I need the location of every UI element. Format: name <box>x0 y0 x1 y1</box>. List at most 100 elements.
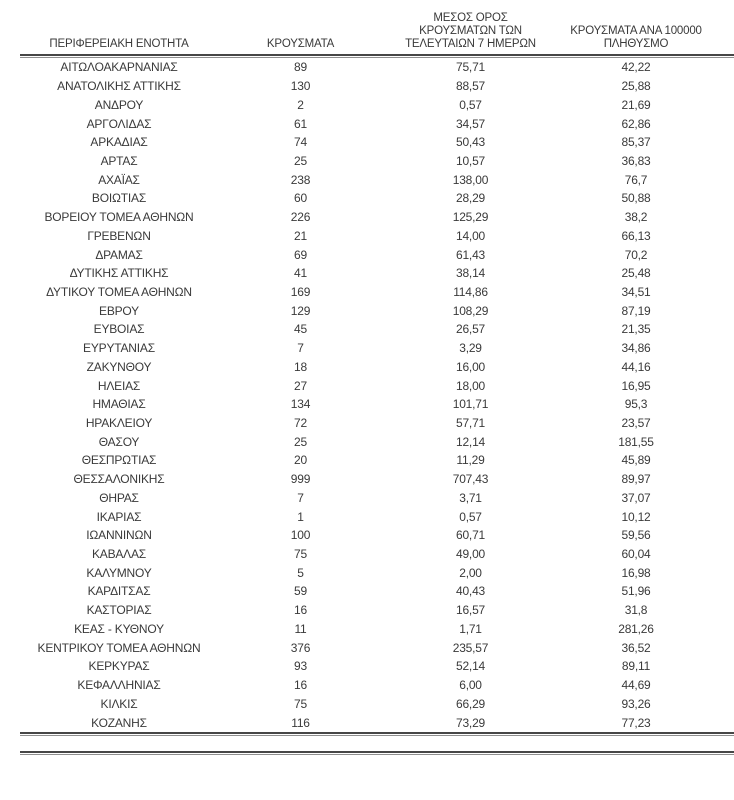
cell-per100k: 60,04 <box>621 547 651 562</box>
cell-region: ΘΗΡΑΣ <box>99 490 139 505</box>
table-row: ΘΕΣΣΑΛΟΝΙΚΗΣ 999 707,43 89,97 <box>20 470 714 489</box>
cell-avg7day: 3,71 <box>459 490 482 505</box>
table-row: ΚΑΛΥΜΝΟΥ 5 2,00 16,98 <box>20 563 714 582</box>
cell-cases: 72 <box>294 416 307 431</box>
header-divider-line <box>20 54 734 58</box>
cell-per100k: 77,23 <box>621 715 651 730</box>
cell-cases: 7 <box>297 341 304 356</box>
cell-region: ΚΑΒΑΛΑΣ <box>91 547 147 562</box>
cell-cases: 69 <box>294 247 307 262</box>
cell-cases: 5 <box>297 565 304 580</box>
table-row: ΑΡΤΑΣ 25 10,57 36,83 <box>20 152 714 171</box>
table-row: ΚΕΝΤΡΙΚΟΥ ΤΟΜΕΑ ΑΘΗΝΩΝ 376 235,57 36,52 <box>20 638 714 657</box>
cell-per100k: 23,57 <box>621 416 651 431</box>
table-row: ΔΡΑΜΑΣ 69 61,43 70,2 <box>20 245 714 264</box>
cell-per100k: 37,07 <box>621 490 651 505</box>
cell-per100k: 42,22 <box>621 60 651 75</box>
cell-cases: 61 <box>294 116 307 131</box>
cell-cases: 27 <box>294 378 307 393</box>
table-row: ΕΒΡΟΥ 129 108,29 87,19 <box>20 301 714 320</box>
cell-avg7day: 73,29 <box>455 715 486 730</box>
cell-cases: 18 <box>294 359 307 374</box>
cell-avg7day: 52,14 <box>455 659 486 674</box>
cell-cases: 21 <box>294 228 307 243</box>
table-row: ΘΑΣΟΥ 25 12,14 181,55 <box>20 432 714 451</box>
table-row: ΚΑΒΑΛΑΣ 75 49,00 60,04 <box>20 545 714 564</box>
cell-per100k: 66,13 <box>621 228 651 243</box>
cell-avg7day: 16,00 <box>455 359 486 374</box>
cell-cases: 376 <box>290 640 311 655</box>
table-row: ΗΜΑΘΙΑΣ 134 101,71 95,3 <box>20 395 714 414</box>
cell-per100k: 93,26 <box>621 696 651 711</box>
cell-avg7day: 34,57 <box>455 116 486 131</box>
cell-per100k: 21,69 <box>621 97 651 112</box>
cell-region: ΚΙΛΚΙΣ <box>100 696 138 711</box>
table-row: ΚΙΛΚΙΣ 75 66,29 93,26 <box>20 694 714 713</box>
cell-cases: 2 <box>297 97 304 112</box>
cell-region: ΑΡΚΑΔΙΑΣ <box>90 135 148 150</box>
cell-per100k: 25,48 <box>621 266 651 281</box>
cell-per100k: 16,95 <box>621 378 651 393</box>
table-row: ΑΧΑΪΑΣ 238 138,00 76,7 <box>20 170 714 189</box>
cell-avg7day: 101,71 <box>452 397 489 412</box>
cell-avg7day: 108,29 <box>452 303 489 318</box>
cell-region: ΚΟΖΑΝΗΣ <box>91 715 147 730</box>
table-row: ΕΥΒΟΙΑΣ 45 26,57 21,35 <box>20 320 714 339</box>
cell-avg7day: 125,29 <box>452 210 489 225</box>
cell-region: ΚΑΡΔΙΤΣΑΣ <box>87 584 151 599</box>
cell-cases: 169 <box>290 284 311 299</box>
cell-region: ΑΡΓΟΛΙΔΑΣ <box>86 116 152 131</box>
cell-region: ΔΥΤΙΚΟΥ ΤΟΜΕΑ ΑΘΗΝΩΝ <box>46 284 192 299</box>
cell-cases: 60 <box>294 191 307 206</box>
cell-per100k: 85,37 <box>621 135 651 150</box>
cell-cases: 25 <box>294 153 307 168</box>
cell-cases: 1 <box>297 509 304 524</box>
cell-region: ΚΕΑΣ - ΚΥΘΝΟΥ <box>74 621 164 636</box>
cell-per100k: 36,52 <box>621 640 651 655</box>
cell-region: ΚΑΣΤΟΡΙΑΣ <box>86 603 152 618</box>
cell-per100k: 38,2 <box>624 210 648 225</box>
table-row: ΑΝΑΤΟΛΙΚΗΣ ΑΤΤΙΚΗΣ 130 88,57 25,88 <box>20 77 714 96</box>
table-row: ΗΡΑΚΛΕΙΟΥ 72 57,71 23,57 <box>20 414 714 433</box>
cell-per100k: 34,51 <box>621 284 651 299</box>
cell-avg7day: 26,57 <box>455 322 486 337</box>
cell-region: ΑΙΤΩΛΟΑΚΑΡΝΑΝΙΑΣ <box>60 60 178 75</box>
cell-region: ΚΑΛΥΜΝΟΥ <box>86 565 152 580</box>
cell-region: ΘΑΣΟΥ <box>98 434 140 449</box>
cell-cases: 7 <box>297 490 304 505</box>
cell-cases: 93 <box>294 659 307 674</box>
cell-per100k: 181,55 <box>618 434 654 449</box>
cell-avg7day: 0,57 <box>459 509 482 524</box>
cell-avg7day: 28,29 <box>455 191 486 206</box>
column-header-avg-7day: ΜΕΣΟΣ ΟΡΟΣ ΚΡΟΥΣΜΑΤΩΝ ΤΩΝ ΤΕΛΕΥΤΑΙΩΝ 7 Η… <box>405 12 536 50</box>
cell-region: ΑΧΑΪΑΣ <box>98 172 140 187</box>
table-header-row: ΠΕΡΙΦΕΡΕΙΑΚΗ ΕΝΟΤΗΤΑ ΚΡΟΥΣΜΑΤΑ ΜΕΣΟΣ ΟΡΟ… <box>20 0 714 54</box>
table-footer-line <box>20 750 734 755</box>
table-row: ΘΕΣΠΡΩΤΙΑΣ 20 11,29 45,89 <box>20 451 714 470</box>
cell-per100k: 281,26 <box>618 621 654 636</box>
cell-avg7day: 14,00 <box>455 228 486 243</box>
cell-cases: 11 <box>294 621 307 636</box>
regional-cases-table: ΠΕΡΙΦΕΡΕΙΑΚΗ ΕΝΟΤΗΤΑ ΚΡΟΥΣΜΑΤΑ ΜΕΣΟΣ ΟΡΟ… <box>20 0 734 755</box>
table-row: ΘΗΡΑΣ 7 3,71 37,07 <box>20 489 714 508</box>
cell-cases: 89 <box>294 60 307 75</box>
table-row: ΑΡΚΑΔΙΑΣ 74 50,43 85,37 <box>20 133 714 152</box>
cell-region: ΑΝΑΤΟΛΙΚΗΣ ΑΤΤΙΚΗΣ <box>57 79 181 94</box>
cell-per100k: 31,8 <box>624 603 648 618</box>
cell-cases: 129 <box>290 303 311 318</box>
cell-avg7day: 2,00 <box>459 565 482 580</box>
cell-avg7day: 66,29 <box>455 696 486 711</box>
cell-avg7day: 138,00 <box>452 172 489 187</box>
cell-cases: 75 <box>294 696 307 711</box>
cell-cases: 41 <box>294 266 307 281</box>
cell-per100k: 70,2 <box>624 247 648 262</box>
cell-avg7day: 3,29 <box>459 341 482 356</box>
cell-cases: 16 <box>294 678 307 693</box>
column-header-per-100k: ΚΡΟΥΣΜΑΤΑ ΑΝΑ 100000 ΠΛΗΘΥΣΜΟ <box>570 25 702 50</box>
cell-region: ΚΕΡΚΥΡΑΣ <box>88 659 150 674</box>
cell-avg7day: 1,71 <box>459 621 482 636</box>
table-row: ΒΟΡΕΙΟΥ ΤΟΜΕΑ ΑΘΗΝΩΝ 226 125,29 38,2 <box>20 208 714 227</box>
cell-per100k: 87,19 <box>621 303 651 318</box>
cell-per100k: 89,11 <box>621 659 651 674</box>
cell-region: ΔΡΑΜΑΣ <box>95 247 143 262</box>
